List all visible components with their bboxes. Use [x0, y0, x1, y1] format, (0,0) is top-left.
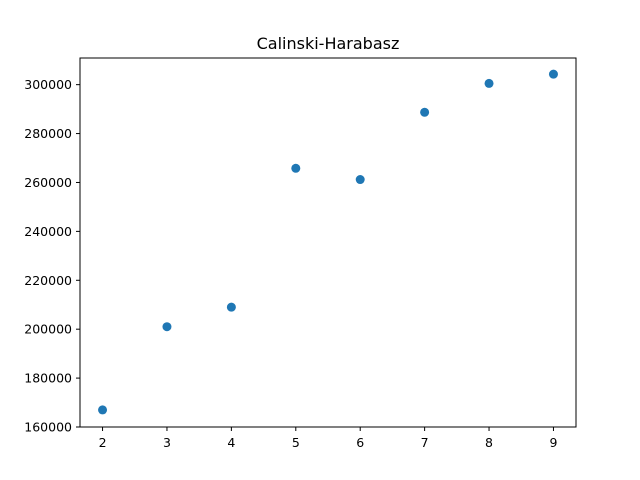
data-point: [548, 69, 558, 79]
y-tick-label: 160000: [24, 420, 72, 435]
x-tick-label: 7: [421, 435, 429, 450]
x-tick-label: 2: [99, 435, 107, 450]
data-point: [162, 322, 172, 332]
data-point: [484, 78, 494, 88]
scatter-points: [98, 69, 558, 415]
y-tick-label: 220000: [24, 273, 72, 288]
data-point: [98, 405, 108, 415]
y-tick-label: 260000: [24, 175, 72, 190]
y-tick-label: 300000: [24, 77, 72, 92]
x-axis-ticks: 2 3 4 5 6 7 8 9: [99, 427, 557, 450]
data-point: [291, 163, 301, 173]
data-point: [420, 107, 430, 117]
y-axis-ticks: 160000 180000 200000 220000 240000 260000 2800…: [24, 77, 80, 435]
y-tick-label: 280000: [24, 126, 72, 141]
chart-title: Calinski-Harabasz: [257, 34, 400, 53]
x-tick-label: 8: [485, 435, 493, 450]
x-tick-label: 4: [227, 435, 235, 450]
y-tick-label: 200000: [24, 322, 72, 337]
x-tick-label: 3: [163, 435, 171, 450]
x-tick-label: 5: [292, 435, 300, 450]
plot-area-frame: [79, 57, 577, 428]
x-tick-label: 9: [549, 435, 557, 450]
data-point: [355, 175, 365, 185]
y-tick-label: 240000: [24, 224, 72, 239]
data-point: [226, 302, 236, 312]
x-tick-label: 6: [356, 435, 364, 450]
y-tick-label: 180000: [24, 371, 72, 386]
